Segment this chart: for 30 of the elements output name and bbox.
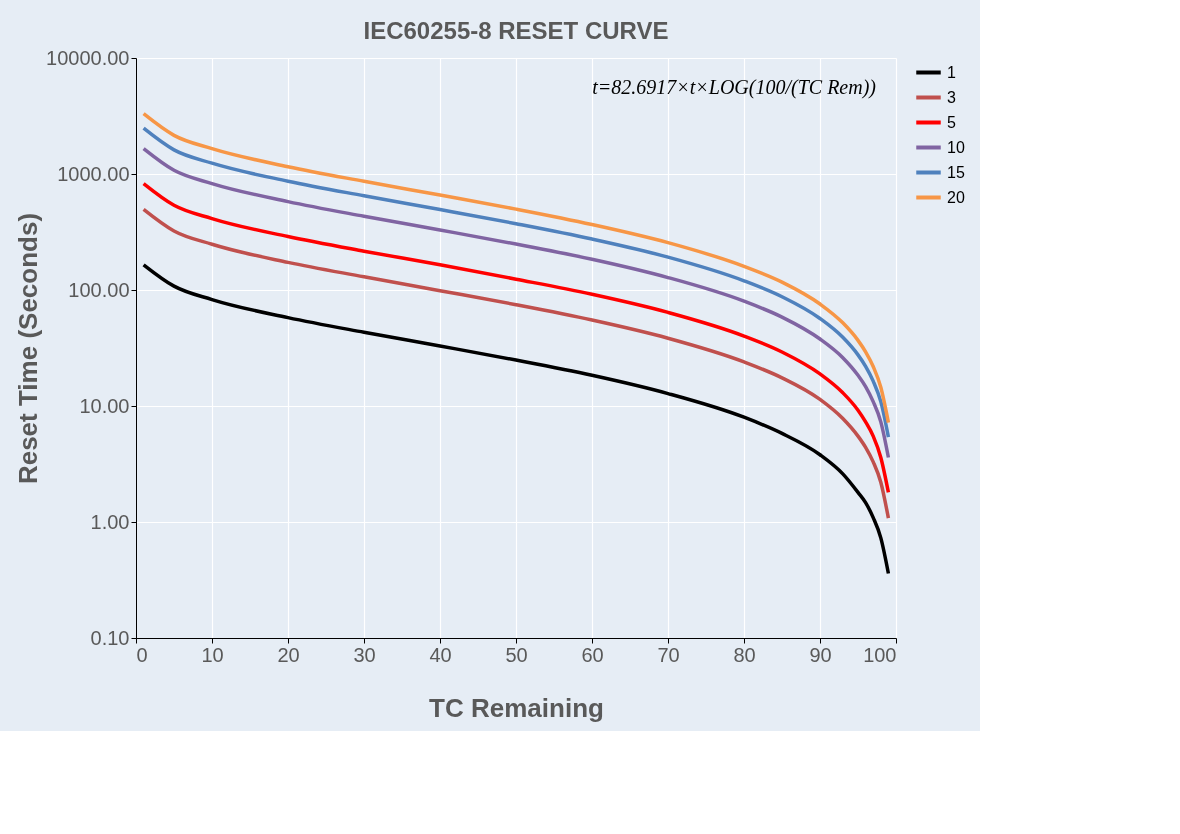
legend-label: 5 [947, 113, 956, 131]
x-tick-label: 40 [429, 643, 452, 666]
x-tick-label: 10 [201, 643, 224, 666]
line-series [141, 181, 891, 495]
line-series [141, 263, 891, 576]
y-axis-title: Reset Time (Seconds) [13, 212, 44, 485]
y-tick-label: 1000.00 [57, 162, 130, 185]
y-tick-label: 0.10 [90, 626, 130, 649]
legend-label: 10 [947, 138, 965, 156]
x-tick-label: 30 [353, 643, 376, 666]
chart-title: IEC60255-8 RESET CURVE [363, 17, 669, 44]
x-tick-label: 60 [581, 643, 604, 666]
x-tick-label: 80 [733, 643, 756, 666]
y-tick-label: 10000.00 [46, 46, 130, 69]
legend-label: 20 [947, 188, 965, 206]
x-tick-label: 20 [277, 643, 300, 666]
y-tick-label: 100.00 [68, 278, 130, 301]
x-tick-label: 100 [863, 643, 897, 666]
x-tick-label: 50 [505, 643, 528, 666]
x-tick-label: 0 [136, 643, 148, 666]
legend-label: 15 [947, 163, 965, 181]
legend-label: 1 [947, 63, 956, 81]
line-series [141, 207, 891, 520]
legend-label: 3 [947, 88, 956, 106]
x-tick-label: 90 [809, 643, 832, 666]
annotation: t=82.6917×t×LOG(100/(TC Rem)) [592, 76, 877, 99]
y-tick-label: 1.00 [90, 510, 130, 533]
y-tick-label: 10.00 [79, 394, 130, 417]
x-axis-title: TC Remaining [429, 692, 604, 723]
x-tick-label: 70 [657, 643, 680, 666]
